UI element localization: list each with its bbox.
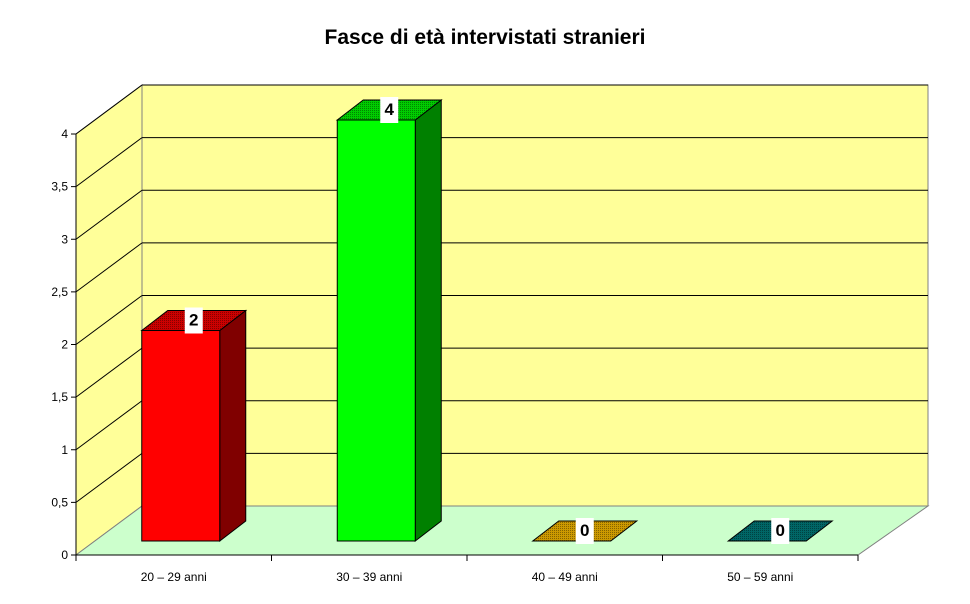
- y-tick-label: 1,5: [51, 390, 68, 404]
- bar-side: [414, 98, 442, 543]
- data-label-bg: [575, 518, 594, 544]
- gridline-side: [75, 84, 143, 135]
- data-label-bg: [184, 307, 203, 334]
- y-tick-label: 0: [61, 548, 68, 562]
- x-tick-label: 50 – 59 anni: [727, 570, 793, 584]
- y-tick-label: 2: [61, 338, 68, 352]
- bar: [336, 119, 416, 542]
- gridline-side: [75, 137, 143, 188]
- gridline-side: [75, 400, 143, 451]
- y-tick-label: 3: [61, 232, 68, 246]
- gridline-side: [75, 452, 143, 503]
- data-label: 0: [580, 521, 589, 540]
- bar-side: [219, 309, 247, 543]
- gridline-side: [75, 189, 143, 240]
- bar: [141, 330, 221, 542]
- y-tick-label: 1: [61, 443, 68, 457]
- data-label: 0: [776, 521, 785, 540]
- y-tick-label: 2,5: [51, 285, 68, 299]
- y-tick-label: 4: [61, 127, 68, 141]
- x-tick-label: 40 – 49 anni: [532, 570, 598, 584]
- x-tick-label: 30 – 39 anni: [336, 570, 402, 584]
- data-label: 2: [189, 311, 198, 330]
- gridline-side: [75, 347, 143, 398]
- chart-title: Fasce di età intervistati stranieri: [324, 26, 646, 49]
- data-label-bg: [771, 518, 790, 544]
- x-tick-label: 20 – 29 anni: [141, 570, 207, 584]
- y-tick-label: 0,5: [51, 495, 68, 509]
- data-label: 4: [385, 100, 395, 119]
- gridline-side: [75, 242, 143, 293]
- y-tick-label: 3,5: [51, 180, 68, 194]
- gridline-side: [75, 295, 143, 345]
- data-label-bg: [380, 97, 399, 123]
